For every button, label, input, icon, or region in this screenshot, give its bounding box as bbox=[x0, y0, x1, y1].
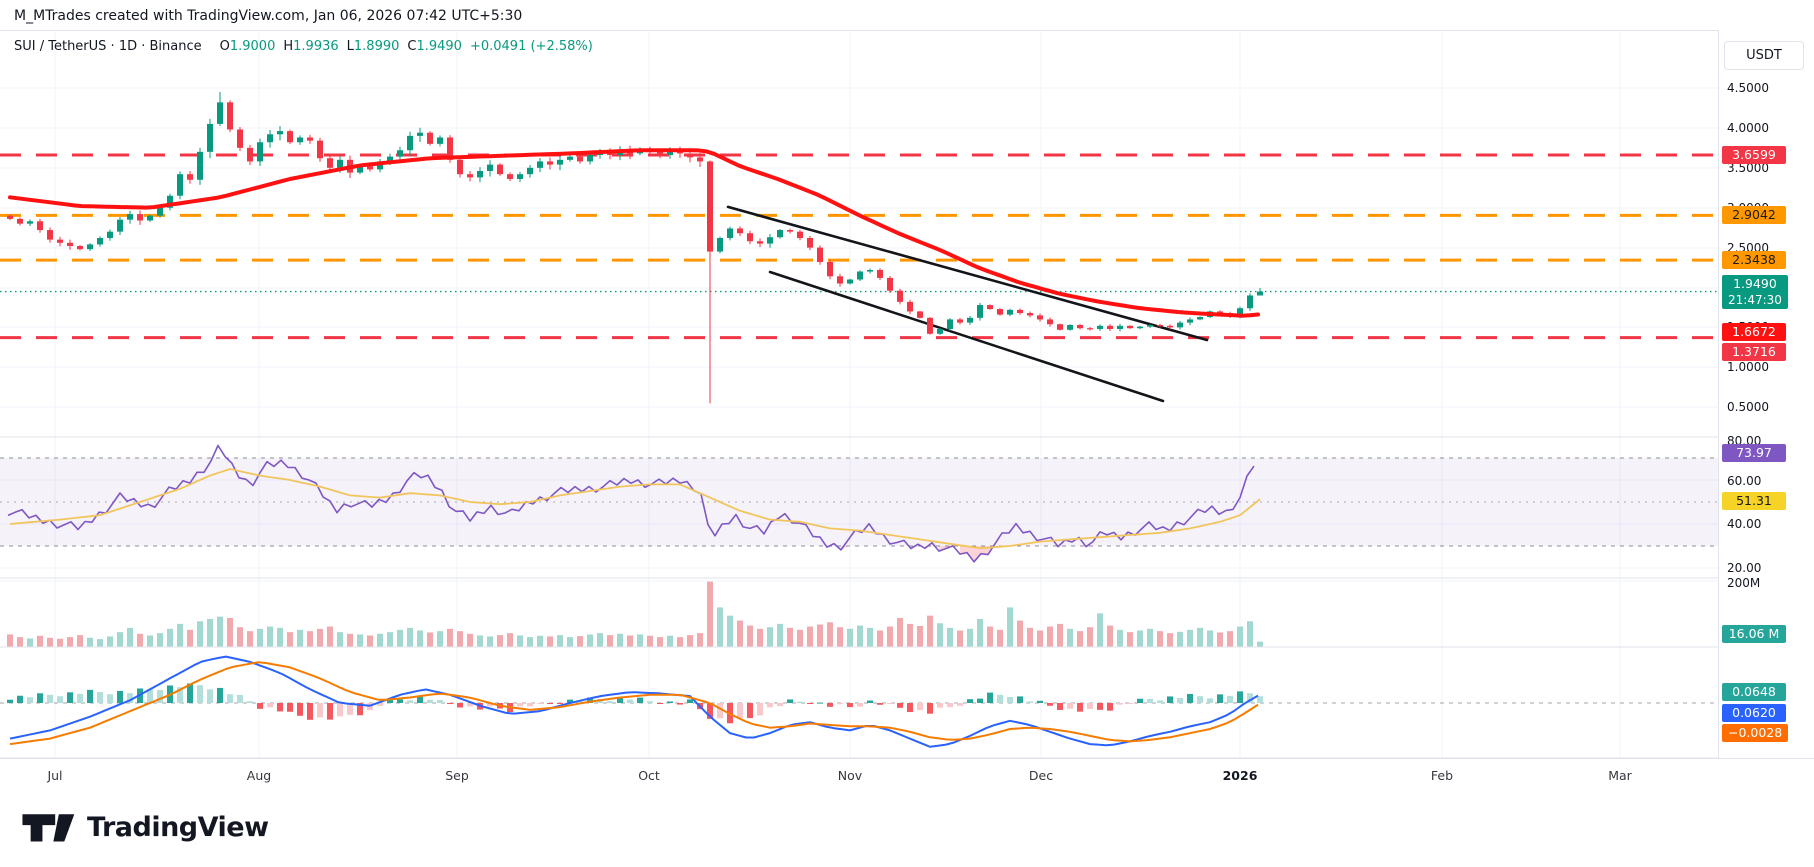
tradingview-logo-icon bbox=[22, 814, 75, 842]
symbol-title[interactable]: SUI / TetherUS · 1D · Binance bbox=[14, 39, 202, 54]
ohlc-values: O1.9000 H1.9936 L1.8990 C1.9490 bbox=[212, 39, 462, 54]
time-axis-label: Mar bbox=[1608, 768, 1632, 783]
ohlc-value: 1.8990 bbox=[353, 39, 400, 54]
tradingview-logo[interactable]: TradingView bbox=[16, 807, 269, 847]
footer: TradingView bbox=[0, 793, 1814, 867]
time-axis-label: 2026 bbox=[1222, 768, 1258, 783]
current-price-badge: 1.9490 21:47:30 bbox=[1722, 275, 1788, 309]
time-axis-label: Jul bbox=[47, 768, 63, 783]
rsi-tick: 60.00 bbox=[1727, 474, 1762, 488]
scale-value-badge: 0.0648 bbox=[1722, 683, 1786, 701]
scale-value-badge: 16.06 M bbox=[1722, 625, 1786, 643]
scale-value-badge: −0.0028 bbox=[1722, 724, 1789, 742]
price-tick: 0.5000 bbox=[1727, 400, 1769, 414]
ohlc-label: L bbox=[346, 39, 354, 54]
change-value: +0.0491 (+2.58%) bbox=[469, 39, 593, 54]
scale-value-badge: 73.97 bbox=[1722, 444, 1786, 462]
chart-frame-top-border bbox=[0, 30, 1814, 31]
scale-value-badge: 3.6599 bbox=[1722, 146, 1786, 164]
currency-toggle-button[interactable]: USDT bbox=[1724, 41, 1804, 70]
brand-name: TradingView bbox=[87, 811, 269, 843]
scale-value-badge: 51.31 bbox=[1722, 492, 1786, 510]
rsi-tick: 20.00 bbox=[1727, 561, 1762, 575]
scale-value-badge: 2.9042 bbox=[1722, 206, 1786, 224]
ohlc-value: 1.9936 bbox=[293, 39, 339, 54]
scale-value-badge: 1.6672 bbox=[1722, 323, 1786, 341]
scale-value-badge: 0.0620 bbox=[1722, 704, 1786, 722]
price-tick: 1.0000 bbox=[1727, 360, 1769, 374]
time-axis-label: Sep bbox=[445, 768, 469, 783]
chart-canvas[interactable] bbox=[0, 30, 1814, 792]
time-axis-label: Dec bbox=[1028, 768, 1054, 783]
ohlc-label: H bbox=[283, 39, 294, 54]
ohlc-value: 1.9490 bbox=[416, 39, 462, 54]
symbol-legend-row: SUI / TetherUS · 1D · Binance O1.9000 H1.9… bbox=[14, 39, 593, 54]
price-tick: 3.5000 bbox=[1727, 161, 1769, 175]
attribution-text: M_MTrades created with TradingView.com, … bbox=[14, 8, 523, 24]
time-axis-label: Feb bbox=[1430, 768, 1454, 783]
time-axis-label: Nov bbox=[837, 768, 863, 783]
time-axis-label: Oct bbox=[638, 768, 660, 783]
price-tick: 4.5000 bbox=[1727, 81, 1769, 95]
scale-value-badge: 2.3438 bbox=[1722, 251, 1786, 269]
ohlc-label: O bbox=[219, 39, 230, 54]
price-scale[interactable]: USDT 4.50004.00003.50003.00002.50002.000… bbox=[1718, 30, 1814, 792]
rsi-tick: 40.00 bbox=[1727, 517, 1762, 531]
ohlc-label: C bbox=[407, 39, 417, 54]
price-tick: 4.0000 bbox=[1727, 121, 1769, 135]
countdown-timer: 21:47:30 bbox=[1728, 293, 1782, 307]
time-axis[interactable]: Jul Aug Sep Oct Nov Dec 2026 Feb Mar bbox=[0, 758, 1814, 794]
volume-tick: 200M bbox=[1727, 576, 1761, 590]
ohlc-value: 1.9000 bbox=[229, 39, 276, 54]
time-axis-label: Aug bbox=[246, 768, 272, 783]
scale-value-badge: 1.3716 bbox=[1722, 343, 1786, 361]
